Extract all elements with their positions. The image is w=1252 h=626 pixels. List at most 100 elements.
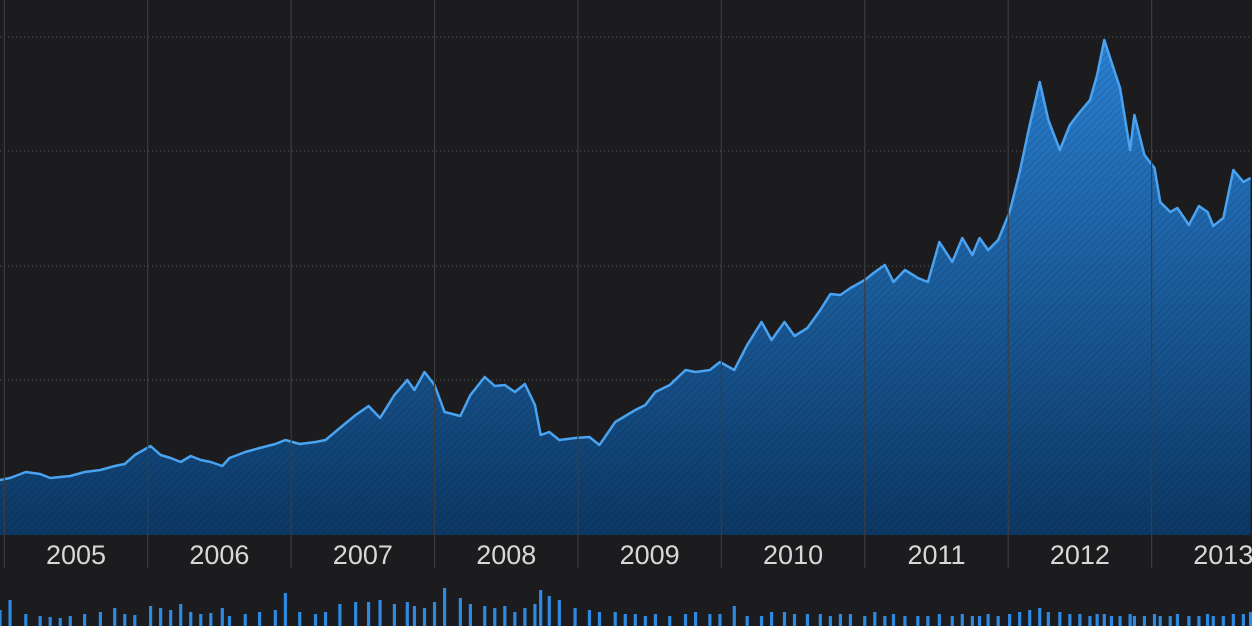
price-line [0, 38, 1252, 482]
volume-bar [133, 615, 137, 626]
volume-bar [683, 614, 688, 626]
x-tick-label: 2006 [189, 540, 249, 570]
volume-bar [422, 608, 427, 626]
volume-bar [1152, 614, 1157, 626]
volume-bar [1028, 610, 1032, 626]
x-tick-label: 2007 [333, 540, 393, 570]
volume-bar [58, 618, 62, 626]
volume-bar [159, 608, 163, 626]
volume-bar [1109, 616, 1114, 626]
volume-bar [926, 616, 930, 626]
volume-bar [1118, 616, 1122, 626]
volume-bar [366, 602, 371, 626]
volume-bar [986, 614, 990, 626]
volume-bar [782, 612, 787, 626]
volume-bar [493, 608, 497, 626]
volume-bar [1205, 614, 1210, 626]
volume-bar [68, 616, 72, 626]
volume-bar [1132, 616, 1137, 626]
volume-bar [903, 616, 907, 626]
volume-bar [283, 593, 287, 626]
volume-bar [653, 614, 657, 626]
volume-bar [1241, 614, 1245, 626]
volume-bar [1158, 616, 1162, 626]
volume-bar [693, 612, 698, 626]
volume-bar [1088, 616, 1092, 626]
volume-bar [513, 612, 517, 626]
volume-bar [708, 614, 712, 626]
volume-bar [960, 614, 964, 626]
x-tick-label: 2009 [620, 540, 680, 570]
volume-bar [209, 613, 213, 626]
volume-bar [412, 606, 417, 626]
volume-bar [883, 616, 887, 626]
volume-bar [148, 606, 153, 626]
volume-bar [458, 598, 462, 626]
volume-bar [179, 604, 183, 626]
volume-bar [533, 604, 537, 626]
volume-bar [257, 612, 262, 626]
volume-bar [83, 614, 87, 626]
volume-bar [1187, 616, 1191, 626]
volume-bar [354, 602, 358, 626]
volume-bar [1058, 612, 1062, 626]
volume-bar [227, 616, 232, 626]
volume-bar [539, 590, 543, 626]
volume-bar [937, 614, 941, 626]
x-tick-label: 2005 [46, 540, 106, 570]
volume-bar [718, 614, 722, 626]
volume-bar [523, 608, 527, 626]
volume-bar [1231, 614, 1235, 626]
volume-bar [668, 616, 672, 626]
volume-bar [613, 612, 617, 626]
volume-bar [169, 610, 173, 626]
volume-bar [769, 612, 774, 626]
volume-bar [405, 602, 409, 626]
volume-bar [848, 614, 853, 626]
volume-bar [483, 606, 487, 626]
volume-bar [220, 608, 224, 626]
volume-bar [432, 602, 437, 626]
volume-bar [273, 610, 277, 626]
volume-bar [298, 612, 302, 626]
volume-bar [468, 604, 472, 626]
volume-bar [977, 616, 982, 626]
volume-bar [873, 612, 877, 626]
volume-bar [48, 617, 52, 626]
volume-bar [503, 606, 507, 626]
volume-bar [1018, 612, 1022, 626]
volume-bar [1068, 614, 1072, 626]
x-tick-label: 2010 [763, 540, 823, 570]
volume-bar [378, 600, 382, 626]
volume-bar [792, 614, 797, 626]
volume-bar [828, 616, 832, 626]
volume-bar [950, 616, 954, 626]
volume-bar [243, 614, 247, 626]
volume-bar [1038, 608, 1042, 626]
volume-bar [338, 604, 342, 626]
area-hatch [0, 40, 1251, 535]
volume-bar [623, 614, 627, 626]
volume-bar [996, 616, 1000, 626]
volume-bar [916, 616, 920, 626]
volume-bar [863, 616, 867, 626]
volume-bar [123, 614, 127, 626]
volume-bar [313, 614, 318, 626]
x-tick-label: 2008 [476, 540, 536, 570]
volume-bar [838, 614, 843, 626]
volume-bar [38, 616, 42, 626]
volume-bar [891, 614, 896, 626]
volume-bar [633, 614, 637, 626]
volume-bar [392, 604, 396, 626]
volume-bar [1008, 614, 1012, 626]
volume-bar [597, 612, 602, 626]
volume-bar [1046, 612, 1050, 626]
x-tick-label: 2012 [1050, 540, 1110, 570]
volume-bar [1128, 614, 1132, 626]
volume-bar [818, 614, 822, 626]
volume-bar [1211, 616, 1215, 626]
volume-bar [442, 588, 447, 626]
volume-bar [557, 600, 561, 626]
